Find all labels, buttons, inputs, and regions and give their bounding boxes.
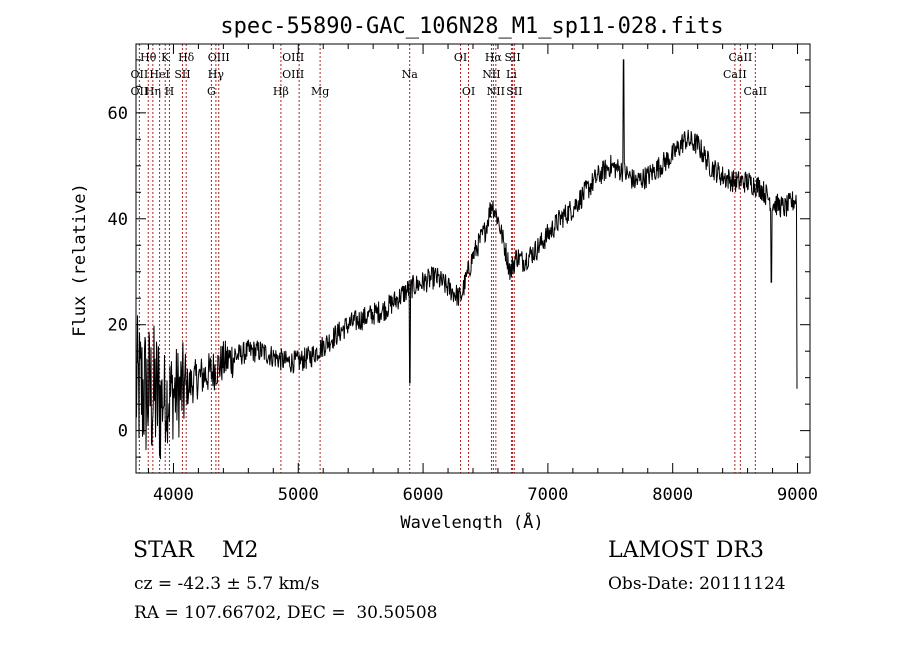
y-axis: 0 20 40 60 bbox=[108, 59, 810, 458]
line-label: K bbox=[161, 51, 170, 64]
line-label: OIII bbox=[208, 51, 230, 64]
line-label: SII bbox=[504, 51, 520, 64]
y-tick-label: 60 bbox=[108, 104, 128, 124]
line-label: CaII bbox=[743, 85, 767, 98]
line-label: Mg bbox=[311, 85, 329, 98]
chart-title: spec-55890-GAC_106N28_M1_sp11-028.fits bbox=[220, 14, 723, 39]
line-label: Li bbox=[506, 68, 517, 81]
line-label: SII bbox=[174, 68, 190, 81]
line-label: H bbox=[165, 85, 175, 98]
line-label: G bbox=[207, 85, 216, 98]
line-label: Hα bbox=[485, 51, 503, 64]
y-tick-label: 40 bbox=[108, 210, 128, 230]
spectrum-line bbox=[135, 59, 798, 460]
line-label: OIII bbox=[282, 68, 304, 81]
y-tick-label: 20 bbox=[108, 316, 128, 336]
line-label: HeI bbox=[149, 68, 169, 81]
y-axis-label: Flux (relative) bbox=[70, 183, 90, 337]
ra-dec: RA = 107.66702, DEC = 30.50508 bbox=[134, 603, 438, 623]
obs-date: Obs-Date: 20111124 bbox=[608, 574, 786, 594]
line-label: NII bbox=[482, 68, 500, 81]
redshift-cz: cz = -42.3 ± 5.7 km/s bbox=[134, 574, 320, 594]
line-label: NII bbox=[487, 85, 505, 98]
line-label: OII bbox=[131, 68, 149, 81]
spectrum-chart: spec-55890-GAC_106N28_M1_sp11-028.fits H… bbox=[70, 14, 818, 530]
line-label: Hδ bbox=[178, 51, 195, 64]
x-axis: 4000 5000 6000 7000 8000 9000 bbox=[147, 44, 818, 505]
line-label: Hη bbox=[145, 85, 161, 98]
line-label: Na bbox=[402, 68, 419, 81]
x-tick-label: 4000 bbox=[153, 485, 194, 505]
x-tick-label: 6000 bbox=[403, 485, 444, 505]
line-label: Hγ bbox=[208, 68, 225, 81]
line-label: Hβ bbox=[273, 85, 289, 98]
line-label: OI bbox=[454, 51, 467, 64]
star-class: STAR M2 bbox=[133, 538, 259, 563]
line-label: OI bbox=[462, 85, 475, 98]
y-tick-label: 0 bbox=[118, 422, 128, 442]
spectrum bbox=[135, 59, 798, 460]
line-markers bbox=[138, 44, 756, 473]
survey-label: LAMOST DR3 bbox=[608, 538, 764, 563]
line-label: SII bbox=[506, 85, 522, 98]
x-tick-label: 7000 bbox=[527, 485, 568, 505]
line-label: OIII bbox=[282, 51, 304, 64]
x-tick-label: 9000 bbox=[777, 485, 818, 505]
line-label: CaII bbox=[723, 68, 747, 81]
x-tick-label: 8000 bbox=[652, 485, 693, 505]
line-label: Hθ bbox=[140, 51, 157, 64]
x-axis-label: Wavelength (Å) bbox=[400, 511, 543, 530]
line-label: CaII bbox=[729, 51, 753, 64]
line-label: OII bbox=[131, 85, 149, 98]
x-tick-label: 5000 bbox=[278, 485, 319, 505]
